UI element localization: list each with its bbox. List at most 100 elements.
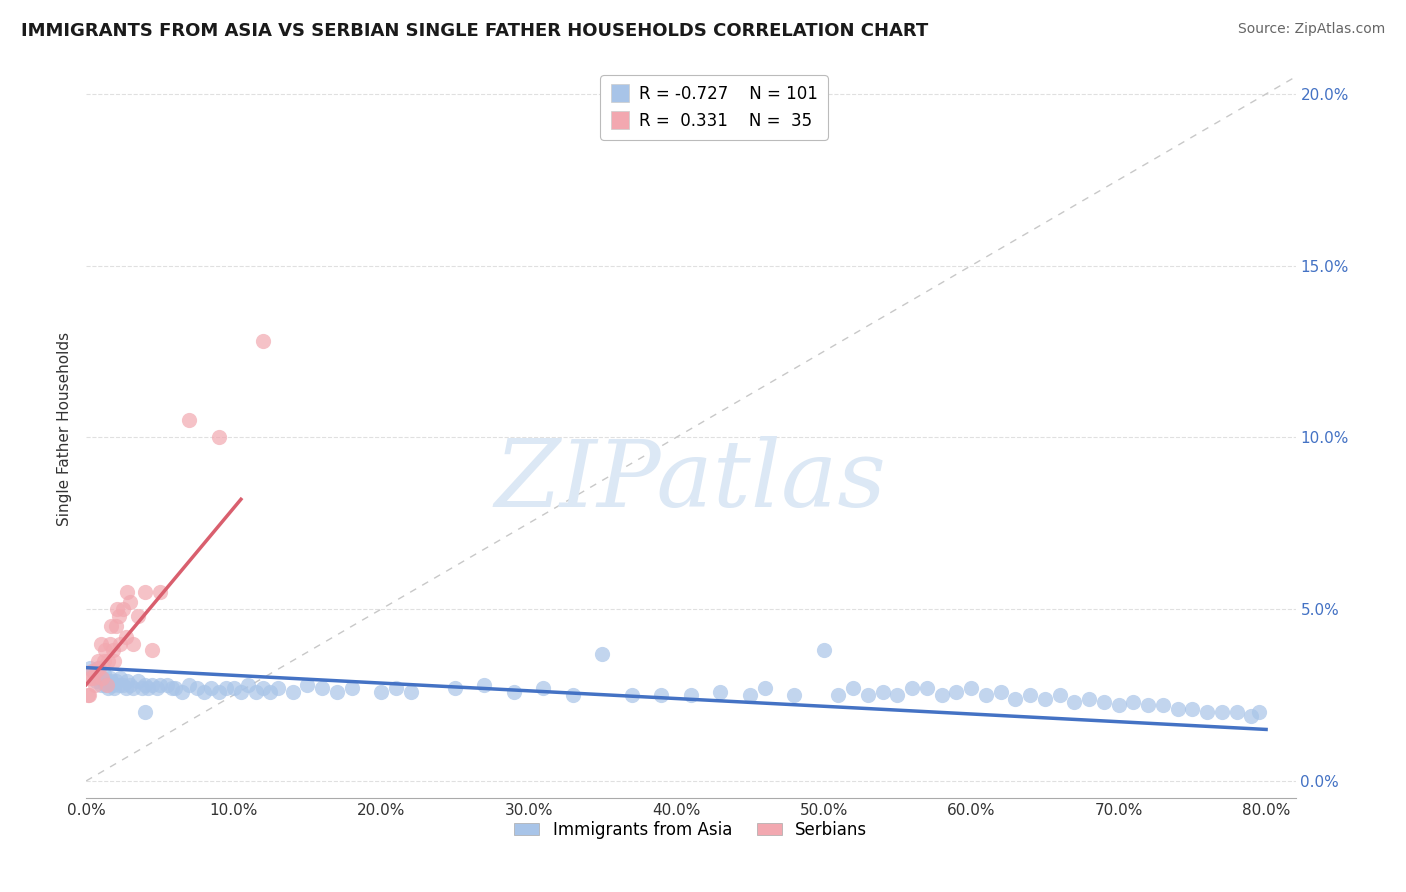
- Point: [1063, 695, 1085, 709]
- Point: [76, 688, 98, 702]
- Point: [591, 647, 613, 661]
- Point: [127, 609, 149, 624]
- Point: [87, 660, 110, 674]
- Point: [1152, 698, 1174, 713]
- Point: [1033, 691, 1056, 706]
- Point: [84, 667, 107, 681]
- Point: [1197, 706, 1219, 720]
- Point: [97, 681, 120, 696]
- Point: [620, 688, 643, 702]
- Point: [108, 636, 131, 650]
- Point: [886, 688, 908, 702]
- Point: [94, 678, 117, 692]
- Point: [311, 681, 333, 696]
- Text: Source: ZipAtlas.com: Source: ZipAtlas.com: [1237, 22, 1385, 37]
- Point: [915, 681, 938, 696]
- Point: [103, 681, 125, 696]
- Point: [127, 674, 149, 689]
- Point: [107, 609, 129, 624]
- Point: [650, 688, 672, 702]
- Point: [229, 684, 252, 698]
- Point: [974, 688, 997, 702]
- Point: [170, 684, 193, 698]
- Point: [111, 602, 134, 616]
- Point: [245, 684, 267, 698]
- Point: [134, 678, 156, 692]
- Point: [1004, 691, 1026, 706]
- Point: [115, 681, 138, 696]
- Point: [98, 671, 121, 685]
- Point: [1049, 688, 1071, 702]
- Point: [115, 630, 138, 644]
- Point: [179, 678, 201, 692]
- Point: [842, 681, 865, 696]
- Point: [146, 681, 169, 696]
- Point: [267, 681, 290, 696]
- Point: [149, 678, 172, 692]
- Point: [86, 674, 108, 689]
- Point: [193, 684, 215, 698]
- Point: [281, 684, 304, 698]
- Point: [89, 671, 111, 685]
- Point: [93, 667, 115, 681]
- Point: [134, 706, 156, 720]
- Point: [111, 678, 134, 692]
- Point: [931, 688, 953, 702]
- Point: [82, 664, 104, 678]
- Point: [141, 678, 163, 692]
- Point: [1122, 695, 1144, 709]
- Point: [100, 619, 122, 633]
- Point: [1240, 708, 1263, 723]
- Point: [252, 681, 274, 696]
- Text: IMMIGRANTS FROM ASIA VS SERBIAN SINGLE FATHER HOUSEHOLDS CORRELATION CHART: IMMIGRANTS FROM ASIA VS SERBIAN SINGLE F…: [21, 22, 928, 40]
- Point: [1019, 688, 1042, 702]
- Point: [84, 678, 107, 692]
- Point: [872, 684, 894, 698]
- Point: [945, 684, 967, 698]
- Point: [79, 660, 101, 674]
- Point: [297, 678, 319, 692]
- Point: [1226, 706, 1249, 720]
- Point: [901, 681, 924, 696]
- Point: [856, 688, 879, 702]
- Point: [813, 643, 835, 657]
- Point: [709, 684, 731, 698]
- Point: [120, 595, 142, 609]
- Point: [101, 678, 124, 692]
- Point: [1137, 698, 1160, 713]
- Point: [340, 681, 363, 696]
- Point: [101, 643, 124, 657]
- Point: [561, 688, 583, 702]
- Point: [104, 674, 127, 689]
- Point: [87, 654, 110, 668]
- Point: [679, 688, 702, 702]
- Point: [107, 678, 129, 692]
- Point: [117, 674, 139, 689]
- Y-axis label: Single Father Households: Single Father Households: [58, 332, 72, 526]
- Point: [738, 688, 761, 702]
- Point: [149, 585, 172, 599]
- Point: [122, 636, 145, 650]
- Point: [98, 636, 121, 650]
- Point: [160, 681, 183, 696]
- Point: [502, 684, 524, 698]
- Point: [96, 678, 118, 692]
- Point: [91, 671, 114, 685]
- Text: ZIPatlas: ZIPatlas: [495, 435, 887, 525]
- Legend: Immigrants from Asia, Serbians: Immigrants from Asia, Serbians: [508, 814, 875, 846]
- Point: [82, 671, 104, 685]
- Point: [100, 674, 122, 689]
- Point: [208, 684, 231, 698]
- Point: [1108, 698, 1130, 713]
- Point: [531, 681, 554, 696]
- Point: [200, 681, 222, 696]
- Point: [120, 678, 142, 692]
- Point: [93, 654, 115, 668]
- Point: [108, 671, 131, 685]
- Point: [156, 678, 179, 692]
- Point: [131, 681, 153, 696]
- Point: [238, 678, 260, 692]
- Point: [117, 585, 139, 599]
- Point: [163, 681, 186, 696]
- Point: [103, 654, 125, 668]
